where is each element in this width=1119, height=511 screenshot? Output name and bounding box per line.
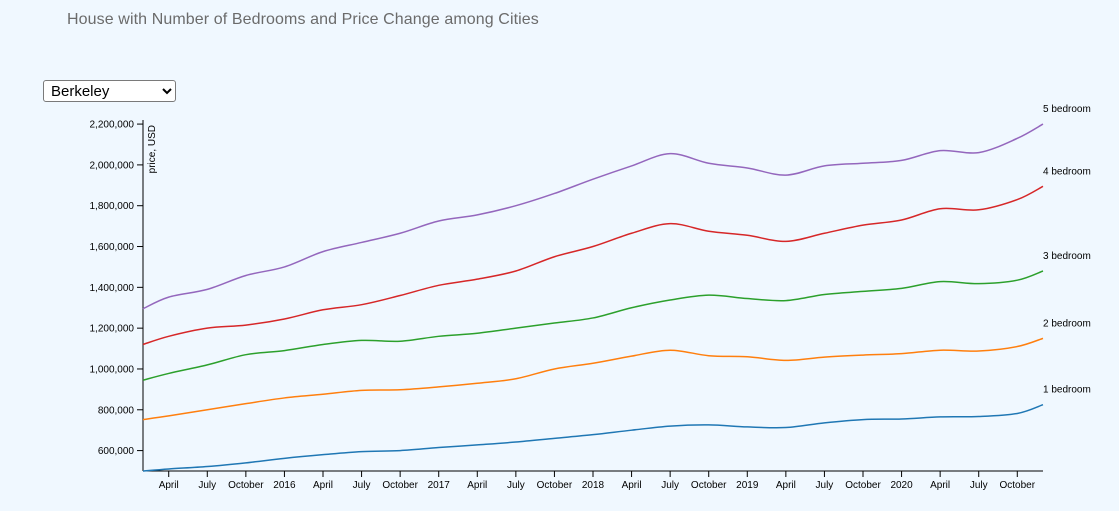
x-tick-label: 2016 xyxy=(273,480,296,491)
x-tick-label: July xyxy=(198,480,216,491)
series-label: 1 bedroom xyxy=(1043,385,1091,396)
x-tick-label: July xyxy=(661,480,679,491)
series-labels: 1 bedroom 2 bedroom 3 bedroom 4 bedroom 5 be… xyxy=(1043,104,1091,396)
y-tick-label: 1,800,000 xyxy=(90,201,135,212)
x-tick-label: April xyxy=(467,480,487,491)
y-tick-label: 1,600,000 xyxy=(90,242,135,253)
x-tick-label: 2019 xyxy=(736,480,759,491)
y-tick-label: 2,000,000 xyxy=(90,160,135,171)
x-tick-label: April xyxy=(776,480,796,491)
x-tick-label: 2017 xyxy=(428,480,451,491)
series-line-2-bedroom xyxy=(142,337,1044,421)
y-tick-label: 1,200,000 xyxy=(90,324,135,335)
x-tick-label: April xyxy=(313,480,333,491)
series-line-3-bedroom xyxy=(142,270,1044,381)
x-tick-label: October xyxy=(845,480,881,491)
x-tick-label: October xyxy=(382,480,418,491)
x-tick-label: October xyxy=(228,480,264,491)
y-tick-label: 800,000 xyxy=(98,405,135,416)
y-tick-label: 1,000,000 xyxy=(90,364,135,375)
y-tick-label: 2,200,000 xyxy=(90,120,135,131)
series-label: 4 bedroom xyxy=(1043,166,1091,177)
series-label: 3 bedroom xyxy=(1043,251,1091,262)
y-axis-label: price, USD xyxy=(147,125,158,173)
x-tick-label: October xyxy=(691,480,727,491)
x-tick-label: July xyxy=(970,480,988,491)
x-tick-label: April xyxy=(622,480,642,491)
x-tick-label: July xyxy=(816,480,834,491)
series-label: 2 bedroom xyxy=(1043,318,1091,329)
x-axis: April July October 2016 April July October 2017… xyxy=(143,470,1043,491)
series-label: 5 bedroom xyxy=(1043,104,1091,115)
page-title: House with Number of Bedrooms and Price … xyxy=(67,11,539,28)
x-tick-label: October xyxy=(537,480,573,491)
y-axis: 600,000 800,000 1,000,000 1,200,000 1,400,00… xyxy=(90,120,144,471)
x-tick-label: 2020 xyxy=(890,480,913,491)
x-tick-label: October xyxy=(999,480,1035,491)
series-line-4-bedroom xyxy=(142,185,1044,346)
series-line-5-bedroom xyxy=(142,123,1044,310)
x-tick-label: July xyxy=(353,480,371,491)
series-lines xyxy=(142,123,1044,472)
x-tick-label: July xyxy=(507,480,525,491)
city-select[interactable]: Berkeley xyxy=(43,80,176,102)
series-line-1-bedroom xyxy=(142,403,1044,472)
x-tick-label: April xyxy=(159,480,179,491)
y-tick-label: 600,000 xyxy=(98,446,135,457)
y-tick-label: 1,400,000 xyxy=(90,283,135,294)
x-tick-label: April xyxy=(930,480,950,491)
x-tick-label: 2018 xyxy=(582,480,605,491)
